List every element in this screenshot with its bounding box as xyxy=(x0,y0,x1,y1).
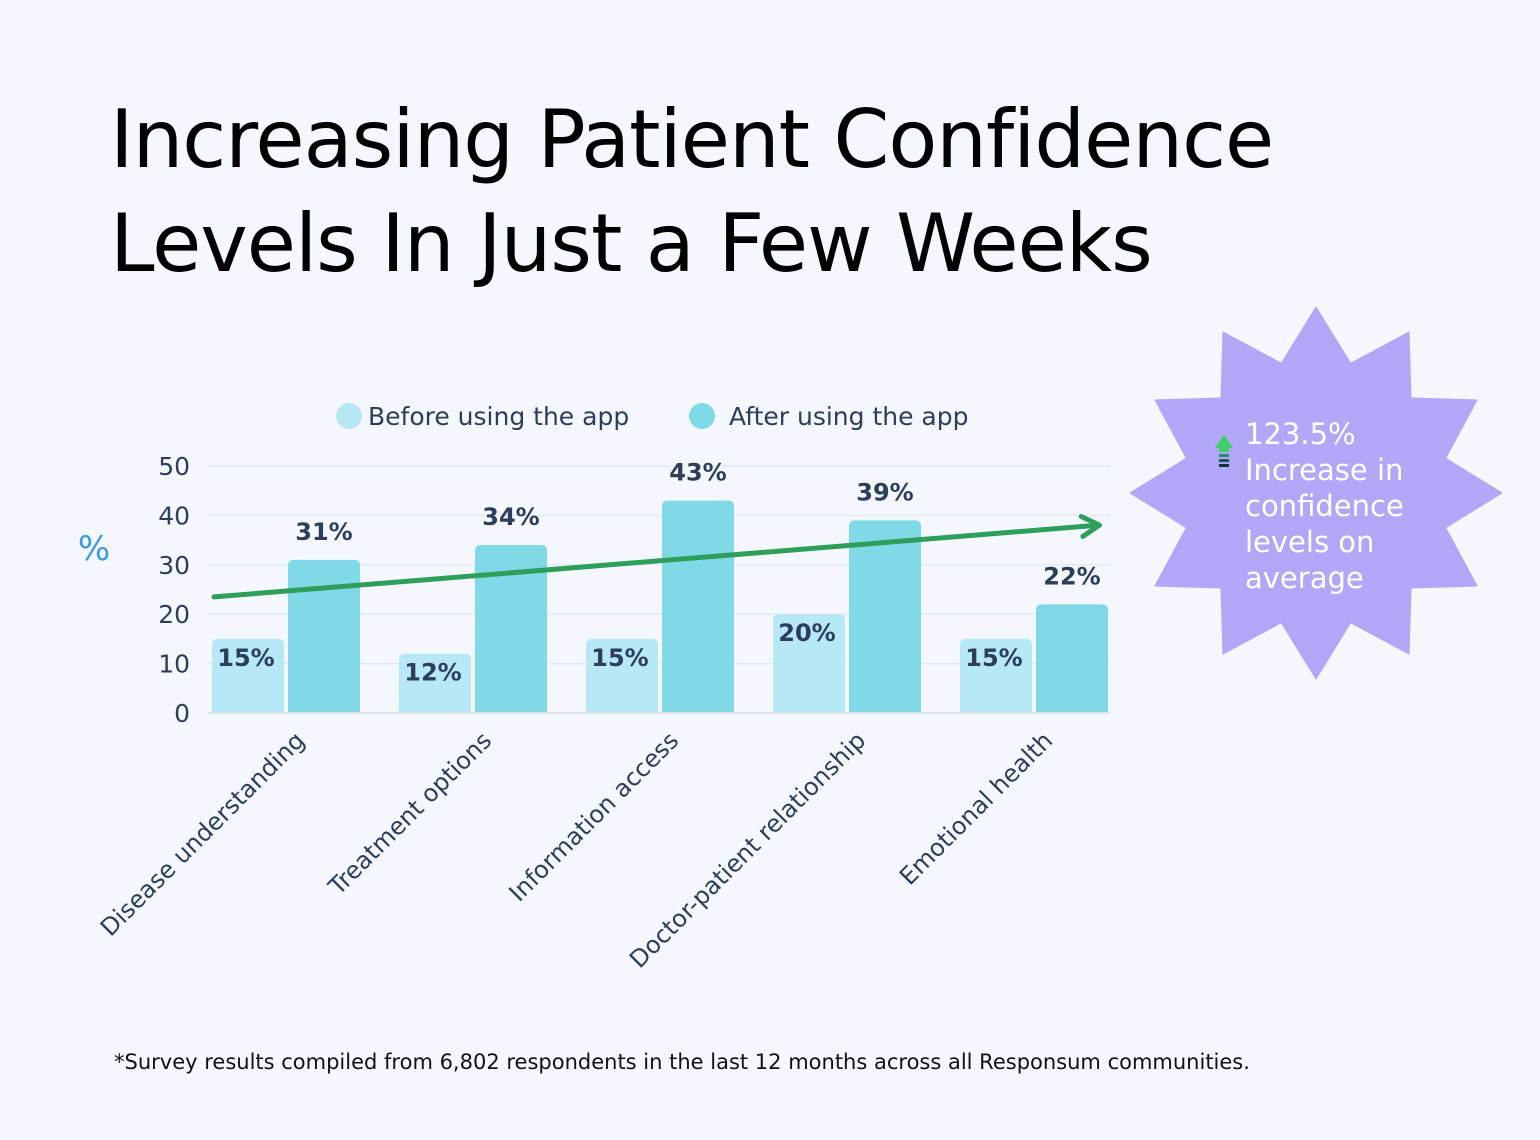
badge-line-2: Increase in xyxy=(1245,453,1404,487)
legend: Before using the app After using the app xyxy=(336,402,969,431)
bar-before xyxy=(212,638,284,713)
trend-arrow xyxy=(211,514,1102,600)
bar-after xyxy=(288,559,360,713)
category-label: Treatment options xyxy=(322,726,497,901)
bar-before xyxy=(586,638,658,713)
bars xyxy=(212,500,1108,713)
legend-swatch-before xyxy=(336,403,362,429)
bar-before xyxy=(399,653,471,713)
value-label-before: 15% xyxy=(591,644,648,672)
category-label: Disease understanding xyxy=(95,726,310,941)
legend-label-before: Before using the app xyxy=(368,402,629,431)
value-label-after: 34% xyxy=(482,503,539,531)
starburst-shape xyxy=(1129,306,1503,680)
legend-swatch-after xyxy=(689,403,715,429)
bar-after xyxy=(849,520,921,713)
bar-before xyxy=(773,614,845,713)
legend-label-after: After using the app xyxy=(729,402,969,431)
y-tick-label: 10 xyxy=(158,650,190,679)
category-label: Information access xyxy=(504,726,685,907)
data-labels: 15% 31% 12% 34% 15% 43% 20% 39% 15% 22% xyxy=(217,459,1100,687)
footnote: *Survey results compiled from 6,802 resp… xyxy=(114,1050,1250,1074)
bar-after xyxy=(475,545,547,713)
up-arrow-icon xyxy=(1215,435,1233,467)
y-tick-label: 40 xyxy=(158,501,190,530)
title-line-2: Levels In Just a Few Weeks xyxy=(110,197,1153,290)
increase-badge xyxy=(1129,306,1503,680)
value-label-before: 15% xyxy=(217,644,274,672)
badge-text: 123.5% Increase in confidence levels on … xyxy=(1245,416,1455,596)
value-label-after: 31% xyxy=(295,518,352,546)
category-labels: Disease understanding Treatment options In… xyxy=(95,726,1058,973)
value-label-after: 22% xyxy=(1043,562,1100,590)
bar-chart: 0 10 20 30 40 50 % Before using the app After… xyxy=(78,306,1503,974)
y-tick-label: 0 xyxy=(174,699,190,728)
y-tick-label: 30 xyxy=(158,551,190,580)
page-title: Increasing Patient Confidence Levels In … xyxy=(110,88,1360,296)
value-label-before: 12% xyxy=(404,659,461,687)
y-tick-label: 20 xyxy=(158,600,190,629)
badge-line-5: average xyxy=(1245,561,1364,595)
value-label-after: 43% xyxy=(669,459,726,487)
bar-before xyxy=(960,638,1032,713)
bar-after xyxy=(1036,604,1108,713)
value-label-before: 15% xyxy=(965,644,1022,672)
y-axis-label: % xyxy=(78,529,110,569)
value-label-after: 39% xyxy=(856,478,913,506)
value-label-before: 20% xyxy=(778,619,835,647)
category-label: Emotional health xyxy=(894,726,1058,890)
badge-line-4: levels on xyxy=(1245,525,1375,559)
bar-after xyxy=(662,500,734,713)
badge-line-1: 123.5% xyxy=(1245,417,1356,451)
y-tick-label: 50 xyxy=(158,452,190,481)
title-line-1: Increasing Patient Confidence xyxy=(110,93,1274,186)
y-axis-ticks: 0 10 20 30 40 50 xyxy=(158,452,190,728)
badge-line-3: confidence xyxy=(1245,489,1404,523)
